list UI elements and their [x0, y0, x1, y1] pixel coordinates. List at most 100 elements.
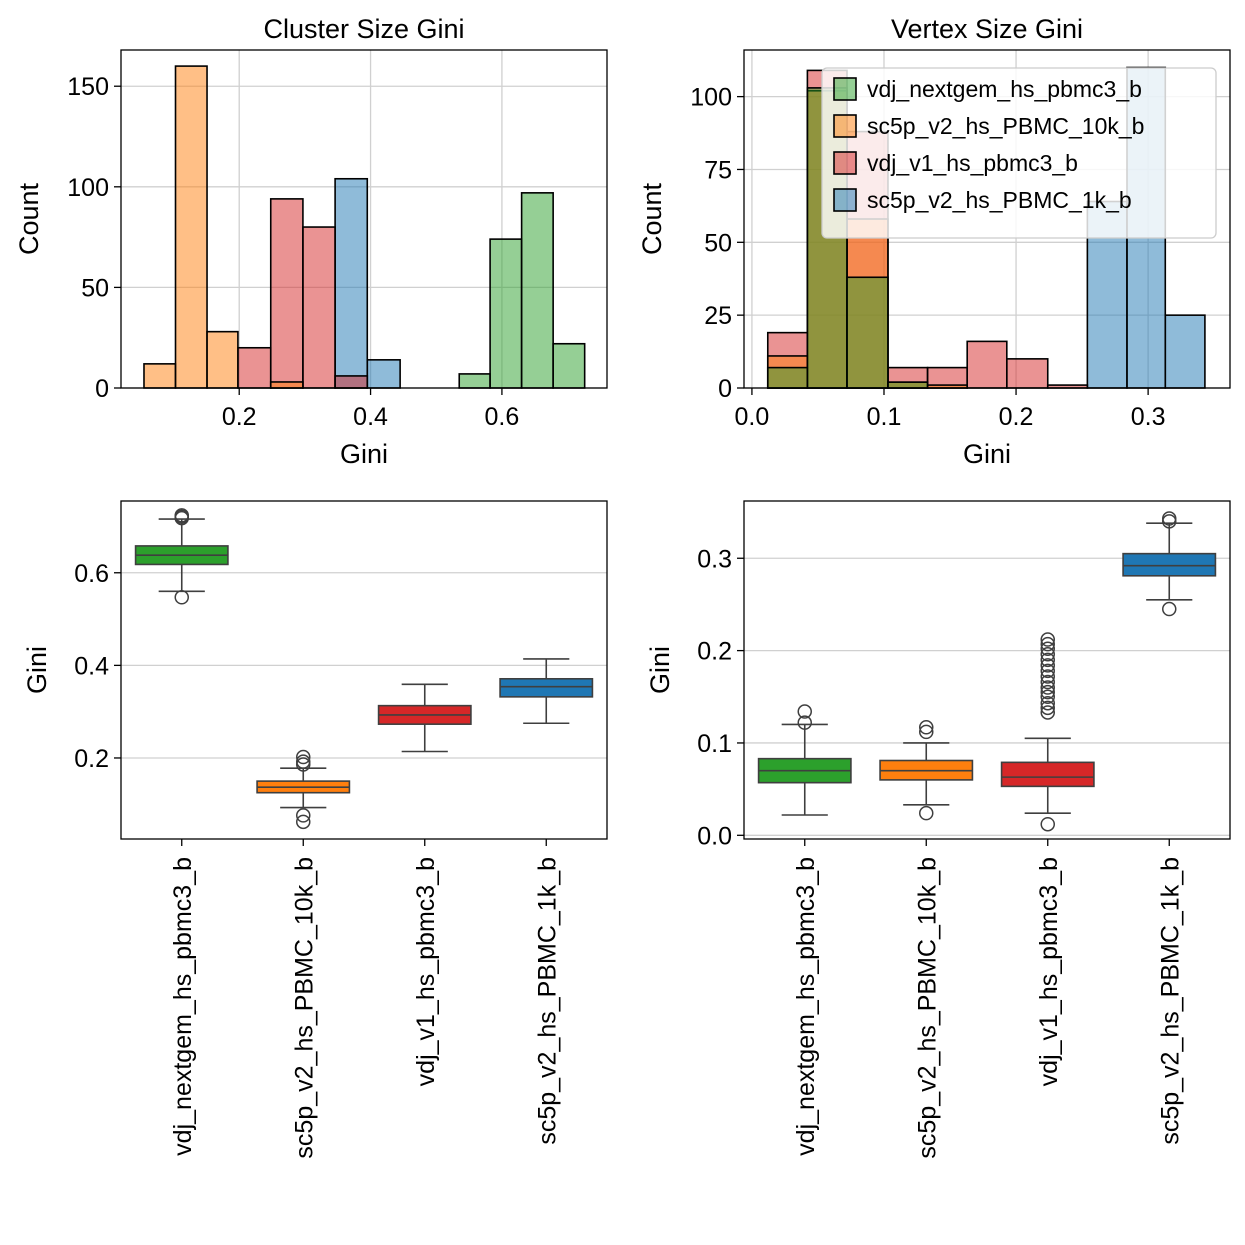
vertex-size-histogram-legend: vdj_nextgem_hs_pbmc3_b sc5p_v2_hs_PBMC_10…	[821, 67, 1217, 239]
hist-vertex-bar-vdj-nextgem-hs-pbmc3-b	[887, 381, 929, 389]
outlier-point	[1040, 658, 1055, 673]
box-vertex-ytick-label: 0.0	[697, 822, 732, 850]
hist-cluster-bar-vdj-nextgem-hs-pbmc3-b	[552, 342, 586, 389]
box-vertex-box-sc5p-v2-hs-pbmc-1k-b	[1122, 511, 1217, 617]
vertex-size-histogram-title: Vertex Size Gini	[891, 14, 1083, 44]
box-vertex-category-label: vdj_v1_hs_pbmc3_b	[1035, 857, 1063, 1086]
box-body	[1000, 761, 1095, 788]
hist-cluster-bar-vdj-v1-hs-pbmc3-b	[334, 375, 369, 389]
legend-swatch-sc5p-v2-hs-pbmc-1k-b	[833, 188, 857, 212]
outlier-point	[174, 590, 189, 605]
hist-cluster-ytick-label: 100	[67, 174, 109, 202]
hist-cluster-ytick-label: 150	[67, 73, 109, 101]
box-cluster-box-sc5p-v2-hs-pbmc-10k-b	[256, 749, 351, 830]
outlier-point	[1040, 684, 1055, 700]
outlier-point	[1040, 816, 1055, 832]
hist-vertex-bar-vdj-nextgem-hs-pbmc3-b	[766, 366, 809, 389]
box-vertex-ytick-label: 0.2	[697, 638, 732, 666]
box-body	[499, 677, 594, 698]
vertex-size-boxplot-frame	[743, 500, 1231, 840]
hist-cluster-bar-vdj-v1-hs-pbmc3-b	[302, 226, 336, 389]
box-cluster-ytick-label: 0.4	[74, 652, 109, 680]
hist-vertex-ytick-label: 100	[690, 84, 732, 112]
hist-vertex-bar-sc5p-v2-hs-pbmc-1k-b	[1164, 314, 1206, 389]
legend-swatch-vdj-v1-hs-pbmc3-b	[833, 151, 857, 175]
outlier-point	[919, 805, 934, 821]
outlier-point	[1040, 652, 1055, 668]
outlier-point	[1040, 647, 1055, 662]
box-vertex-box-vdj-nextgem-hs-pbmc3-b	[757, 704, 852, 816]
hist-cluster-bar-sc5p-v2-hs-pbmc-1k-b	[334, 177, 369, 389]
vertex-size-histogram-frame	[743, 49, 1231, 389]
outlier-point	[1040, 641, 1055, 657]
legend-swatch-sc5p-v2-hs-pbmc-10k-b	[833, 114, 857, 138]
hist-cluster-bar-vdj-nextgem-hs-pbmc3-b	[458, 373, 491, 389]
box-vertex-box-sc5p-v2-hs-pbmc-10k-b	[879, 720, 974, 821]
hist-cluster-bar-vdj-nextgem-hs-pbmc3-b	[489, 238, 523, 389]
outlier-point	[174, 508, 189, 523]
vertex-size-boxplot-panel: 0.0 0.1 0.2 0.3 vdj_nextgem_hs_pbmc3_b sc5p_v…	[645, 500, 1231, 1159]
legend-label-sc5p-v2-hs-pbmc-10k-b: sc5p_v2_hs_PBMC_10k_b	[867, 113, 1144, 139]
outlier-point	[1162, 601, 1177, 617]
box-cluster-category-label: vdj_nextgem_hs_pbmc3_b	[169, 857, 197, 1156]
outlier-point	[919, 720, 934, 735]
outlier-point	[1040, 700, 1055, 716]
cluster-size-histogram-xlabel: Gini	[340, 439, 388, 469]
hist-cluster-bar-sc5p-v2-hs-pbmc-10k-b	[206, 330, 239, 389]
hist-vertex-bar-vdj-v1-hs-pbmc3-b	[966, 340, 1008, 389]
hist-cluster-ytick-label: 0	[95, 375, 109, 403]
box-vertex-category-label: sc5p_v2_hs_PBMC_1k_b	[1156, 857, 1184, 1145]
outlier-point	[296, 749, 311, 765]
outlier-point	[1040, 680, 1055, 695]
box-body	[1122, 552, 1217, 577]
hist-cluster-bar-vdj-v1-hs-pbmc3-b	[269, 198, 304, 389]
outlier-point	[296, 814, 311, 830]
hist-vertex-ytick-label: 25	[704, 302, 732, 330]
cluster-size-histogram-title: Cluster Size Gini	[263, 14, 464, 44]
cluster-size-boxplot-ylabel: Gini	[22, 646, 52, 694]
hist-cluster-bar-sc5p-v2-hs-pbmc-10k-b	[143, 363, 177, 389]
box-cluster-category-label: vdj_v1_hs_pbmc3_b	[412, 857, 440, 1086]
outlier-point	[1162, 511, 1177, 526]
box-vertex-box-vdj-v1-hs-pbmc3-b	[1000, 632, 1095, 832]
hist-vertex-xtick-label: 0.2	[999, 403, 1034, 431]
box-cluster-box-vdj-v1-hs-pbmc3-b	[377, 683, 472, 753]
hist-vertex-bar-vdj-nextgem-hs-pbmc3-b	[846, 276, 889, 389]
outlier-point	[919, 724, 934, 740]
legend-label-vdj-nextgem-hs-pbmc3-b: vdj_nextgem_hs_pbmc3_b	[867, 76, 1142, 102]
box-cluster-category-label: sc5p_v2_hs_PBMC_10k_b	[290, 857, 318, 1159]
outlier-point	[296, 754, 311, 769]
box-vertex-category-label: sc5p_v2_hs_PBMC_10k_b	[913, 857, 941, 1159]
hist-vertex-ytick-label: 0	[718, 375, 732, 403]
vertex-size-histogram-xlabel: Gini	[963, 439, 1011, 469]
box-cluster-box-sc5p-v2-hs-pbmc-1k-b	[499, 658, 594, 725]
hist-cluster-ytick-label: 50	[81, 274, 109, 302]
hist-cluster-bar-sc5p-v2-hs-pbmc-10k-b	[174, 65, 208, 389]
hist-cluster-bar-vdj-nextgem-hs-pbmc3-b	[520, 192, 554, 389]
outlier-point	[1040, 689, 1055, 705]
vertex-size-histogram-ylabel: Count	[637, 182, 667, 255]
box-cluster-ytick-label: 0.6	[74, 560, 109, 588]
hist-cluster-xtick-label: 0.2	[222, 403, 257, 431]
box-cluster-ytick-label: 0.2	[74, 745, 109, 773]
outlier-point	[1040, 674, 1055, 690]
outlier-point	[797, 704, 812, 719]
box-cluster-category-label: sc5p_v2_hs_PBMC_1k_b	[533, 857, 561, 1145]
hist-vertex-ytick-label: 75	[704, 156, 732, 184]
hist-cluster-xtick-label: 0.6	[485, 403, 520, 431]
hist-vertex-ytick-label: 50	[704, 229, 732, 257]
box-vertex-ytick-label: 0.3	[697, 545, 732, 573]
legend-swatch-vdj-nextgem-hs-pbmc3-b	[833, 77, 857, 101]
hist-cluster-xtick-label: 0.4	[353, 403, 388, 431]
hist-vertex-xtick-label: 0.1	[867, 403, 902, 431]
legend-label-vdj-v1-hs-pbmc3-b: vdj_v1_hs_pbmc3_b	[867, 150, 1078, 176]
hist-cluster-bar-sc5p-v2-hs-pbmc-10k-b	[269, 381, 304, 389]
cluster-size-histogram-frame	[120, 49, 608, 389]
box-vertex-ytick-label: 0.1	[697, 730, 732, 758]
legend-box	[821, 67, 1217, 239]
outlier-point	[1040, 669, 1055, 684]
outlier-point	[296, 808, 311, 823]
cluster-size-histogram-panel: Cluster Size Gini 0 50 100 150 0.2 0.4 0.6 Gin…	[14, 14, 608, 469]
